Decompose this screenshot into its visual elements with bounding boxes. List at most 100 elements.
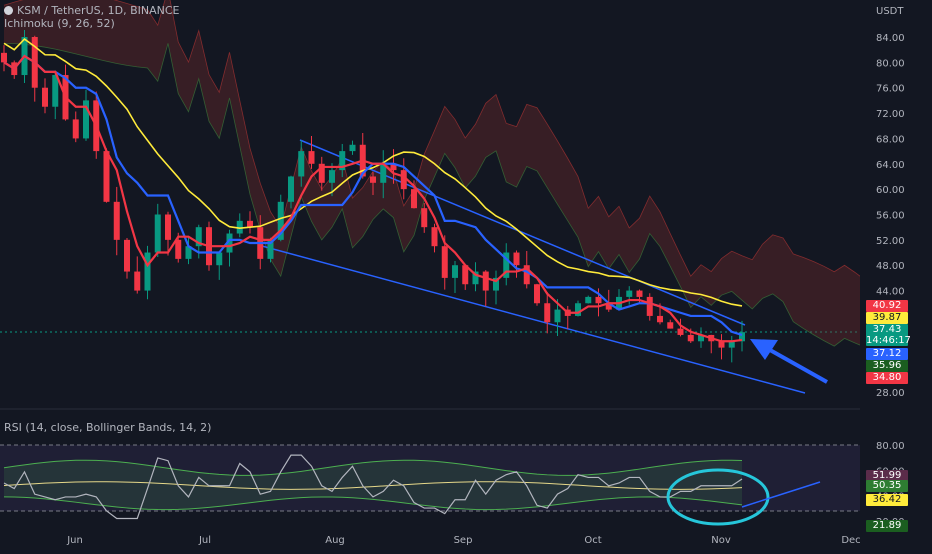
candle[interactable] — [195, 227, 202, 247]
rsi-tag: 51.99 — [866, 470, 908, 482]
candle[interactable] — [431, 227, 438, 247]
candle[interactable] — [472, 271, 479, 285]
candle[interactable] — [554, 309, 561, 323]
candle[interactable] — [339, 151, 346, 171]
price-tag-value: 39.87 — [872, 312, 902, 323]
month-label: Jun — [66, 535, 83, 546]
candle[interactable] — [452, 265, 458, 278]
candle[interactable] — [226, 233, 233, 253]
rsi-line[interactable] — [3, 454, 743, 520]
candle[interactable] — [421, 208, 428, 228]
symbol-legend[interactable]: KSM / TetherUS, 1D, BINANCE — [4, 4, 179, 17]
month-label: Jul — [198, 535, 211, 546]
candle[interactable] — [687, 334, 694, 342]
candle[interactable] — [134, 271, 141, 291]
price-tick-label: 48.00 — [876, 261, 905, 272]
candle[interactable] — [544, 303, 551, 323]
price-tag: 34.80 — [866, 372, 908, 384]
candle[interactable] — [400, 170, 407, 190]
candle[interactable] — [513, 252, 520, 266]
candle[interactable] — [605, 303, 612, 310]
candle[interactable] — [185, 246, 192, 259]
candle[interactable] — [318, 163, 325, 183]
candle[interactable] — [575, 303, 581, 316]
trendlines[interactable] — [261, 139, 806, 394]
candle[interactable] — [380, 163, 387, 183]
upper-trendline[interactable] — [299, 139, 746, 326]
candle[interactable] — [72, 119, 79, 139]
price-tick-label: 68.00 — [876, 134, 905, 145]
month-label: Sep — [454, 535, 473, 546]
arrow-shaft[interactable] — [769, 348, 828, 384]
rsi-legend[interactable]: RSI (14, close, Bollinger Bands, 14, 2) — [4, 421, 211, 434]
candle[interactable] — [636, 290, 643, 297]
price-tag: 39.87 — [866, 312, 908, 324]
candle[interactable] — [42, 87, 48, 107]
candle[interactable] — [595, 296, 602, 304]
candle[interactable] — [277, 201, 284, 240]
candle[interactable] — [728, 341, 735, 348]
rsi-tag: 21.89 — [866, 520, 908, 532]
lower-trendline[interactable] — [261, 245, 806, 394]
rsi-circle[interactable] — [666, 468, 770, 526]
price-tick-label: 60.00 — [876, 185, 905, 196]
candle[interactable] — [534, 284, 540, 304]
price-tag: 40.92 — [866, 300, 908, 312]
candle[interactable] — [349, 144, 356, 152]
candle[interactable] — [411, 189, 417, 209]
candle[interactable] — [739, 332, 745, 342]
indicator-legend[interactable]: Ichimoku (9, 26, 52) — [4, 17, 115, 30]
rsi-bb-basis — [3, 481, 743, 490]
candle[interactable] — [441, 246, 448, 278]
time-axis[interactable]: Jun Jul Aug Sep Oct Nov Dec — [66, 535, 860, 546]
candle[interactable] — [503, 252, 510, 278]
candle[interactable] — [646, 296, 653, 316]
candle[interactable] — [267, 239, 274, 259]
candle[interactable] — [677, 328, 684, 335]
candle[interactable] — [288, 176, 294, 202]
price-axis[interactable]: USDT 84.00 80.00 76.00 72.00 68.00 64.00 60.00 5… — [860, 0, 932, 550]
candle[interactable] — [103, 151, 110, 202]
rsi-pane[interactable] — [3, 454, 821, 526]
rsi-tick-label: 80.00 — [876, 441, 905, 452]
rsi-trendline[interactable] — [741, 481, 821, 508]
symbol-title: KSM / TetherUS, 1D, BINANCE — [17, 4, 180, 17]
candle[interactable] — [462, 265, 469, 285]
candle[interactable] — [165, 214, 171, 240]
candle[interactable] — [298, 151, 305, 177]
candle[interactable] — [329, 170, 335, 183]
candle[interactable] — [216, 252, 223, 266]
candle[interactable] — [83, 100, 89, 139]
candle[interactable] — [308, 151, 315, 164]
candle[interactable] — [626, 290, 633, 297]
candle[interactable] — [718, 341, 725, 348]
candle[interactable] — [124, 239, 130, 272]
candle[interactable] — [113, 201, 120, 240]
ichimoku-label: Ichimoku (9, 26, 52) — [4, 17, 115, 30]
candle[interactable] — [52, 75, 59, 107]
candle[interactable] — [236, 220, 243, 234]
price-tick-label: 80.00 — [876, 58, 905, 69]
candle[interactable] — [657, 315, 663, 323]
candle[interactable] — [175, 239, 182, 259]
arrow-head-icon[interactable] — [750, 339, 778, 360]
candle[interactable] — [370, 176, 376, 183]
price-tag-value: 35.96 — [872, 360, 902, 371]
candle[interactable] — [482, 271, 489, 291]
price-tick-label: 72.00 — [876, 109, 905, 120]
candle[interactable] — [1, 52, 7, 63]
annotations[interactable] — [750, 339, 828, 384]
candle[interactable] — [493, 277, 499, 291]
candle[interactable] — [667, 322, 674, 329]
candle[interactable] — [523, 265, 530, 285]
candle[interactable] — [585, 296, 592, 304]
price-tag-value: 40.92 — [872, 300, 902, 311]
candle[interactable] — [390, 163, 397, 171]
candle[interactable] — [154, 214, 161, 253]
candle[interactable] — [698, 334, 704, 342]
candle[interactable] — [144, 252, 151, 291]
axis-bg — [860, 0, 932, 550]
candle[interactable] — [247, 220, 253, 228]
